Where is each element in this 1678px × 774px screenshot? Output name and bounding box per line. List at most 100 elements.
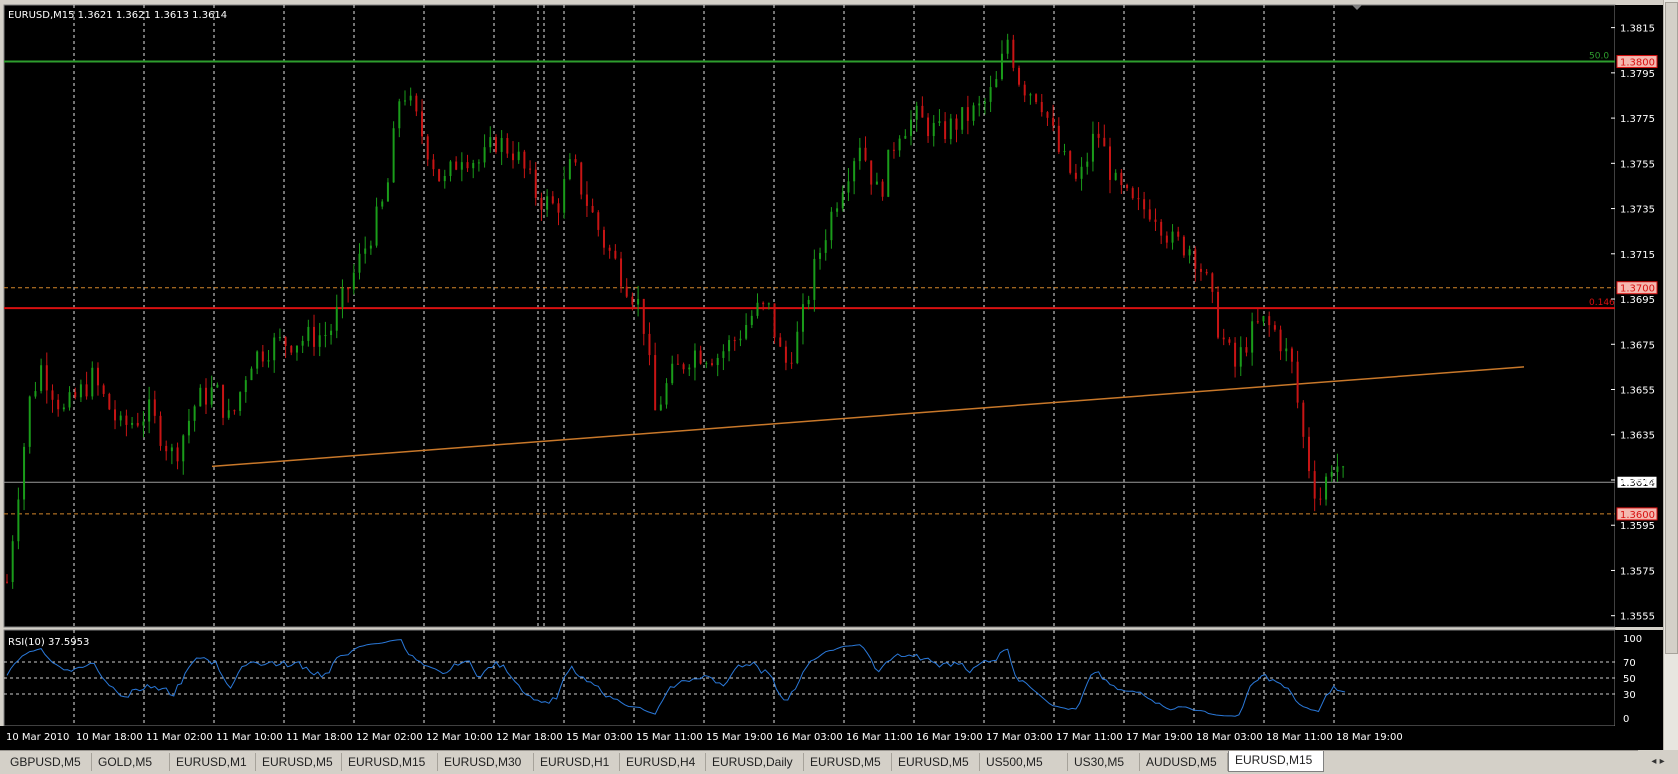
candle-body xyxy=(330,330,333,335)
candle-body xyxy=(398,101,401,129)
tab-eurusd-m30[interactable]: EURUSD,M30 xyxy=(438,753,534,771)
candle-body xyxy=(483,147,486,163)
chart-svg[interactable]: 50.0 0.146 1.3800 1.3700 1.3614 1.3600 10 Mar… xyxy=(0,0,1663,750)
candle-body xyxy=(1160,221,1163,236)
candle-body xyxy=(614,250,617,259)
candle-body xyxy=(1040,101,1043,113)
candle-body xyxy=(267,360,270,362)
candle-body xyxy=(1165,235,1168,243)
tab-eurusd-h1[interactable]: EURUSD,H1 xyxy=(534,753,620,771)
fib-label: 0.146 xyxy=(1589,298,1615,308)
symbol-info: EURUSD,M15 1.3621 1.3621 1.3613 1.3614 xyxy=(8,10,227,21)
candle-body xyxy=(114,409,117,421)
candle-body xyxy=(978,103,981,106)
candle-body xyxy=(1086,161,1089,167)
candle-body xyxy=(1097,133,1100,138)
candle-body xyxy=(1307,436,1310,472)
candle-body xyxy=(119,415,122,421)
candle-body xyxy=(716,357,719,366)
candle-body xyxy=(1188,249,1191,256)
candle-body xyxy=(1279,329,1282,352)
candle-body xyxy=(449,161,452,176)
candle-body xyxy=(870,160,873,185)
candle-body xyxy=(142,421,145,426)
candle-body xyxy=(307,326,310,341)
candle-body xyxy=(1126,184,1129,189)
candle-body xyxy=(301,340,304,346)
candle-body xyxy=(512,153,515,161)
candle-body xyxy=(68,392,71,408)
candle-body xyxy=(1108,146,1111,180)
tab-gold-m5[interactable]: GOLD,M5 xyxy=(92,753,170,771)
candle-body xyxy=(819,252,822,259)
candle-body xyxy=(108,393,111,410)
price-tick-label: 1.3735 xyxy=(1620,205,1655,216)
candle-body xyxy=(1273,325,1276,330)
tab-eurusd-daily[interactable]: EURUSD,Daily xyxy=(706,753,804,771)
tab-eurusd-m15[interactable]: EURUSD,M15 xyxy=(342,753,438,771)
candle-body xyxy=(540,197,543,210)
candle-body xyxy=(642,298,645,334)
candle-body xyxy=(1268,316,1271,326)
time-tick-label: 15 Mar 19:00 xyxy=(706,732,773,743)
candle-body xyxy=(1057,125,1060,152)
candle-body xyxy=(739,338,742,341)
candle-body xyxy=(1035,94,1038,102)
candle-body xyxy=(1256,321,1259,323)
candle-body xyxy=(341,288,344,308)
candle-body xyxy=(551,196,554,204)
candle-body xyxy=(455,161,458,170)
tab-scroll-arrows[interactable]: ◂ ▸ xyxy=(1638,750,1678,773)
candle-body xyxy=(1114,172,1117,180)
chart-tabs-bar: GBPUSD,M5 GOLD,M5 EURUSD,M1 EURUSD,M5 EURUSD… xyxy=(0,750,1640,774)
vertical-scrollbar[interactable] xyxy=(1663,0,1678,750)
time-tick-label: 18 Mar 11:00 xyxy=(1266,732,1333,743)
tab-us500-m5[interactable]: US500,M5 xyxy=(980,753,1068,771)
scrollbar-thumb[interactable] xyxy=(1665,2,1678,654)
time-tick-label: 10 Mar 18:00 xyxy=(76,732,143,743)
candle-body xyxy=(494,137,497,152)
tab-eurusd-m5[interactable]: EURUSD,M5 xyxy=(892,753,980,771)
chart-area[interactable]: 50.0 0.146 1.3800 1.3700 1.3614 1.3600 10 Mar… xyxy=(0,0,1678,750)
rsi-info: RSI(10) 37.5953 xyxy=(8,637,89,648)
main-chart-panel xyxy=(3,4,1616,628)
candle-body xyxy=(57,399,60,410)
candle-body xyxy=(762,302,765,305)
candle-body xyxy=(529,168,532,170)
price-level-label: 1.3700 xyxy=(1620,284,1655,295)
tab-eurusd-m15[interactable]: EURUSD,M15 xyxy=(1228,751,1324,772)
tab-us30-m5[interactable]: US30,M5 xyxy=(1068,753,1140,771)
tab-eurusd-m1[interactable]: EURUSD,M1 xyxy=(170,753,256,771)
candle-body xyxy=(1171,231,1174,243)
time-axis-panel xyxy=(0,726,1663,750)
tab-eurusd-m5[interactable]: EURUSD,M5 xyxy=(804,753,892,771)
shift-marker-icon[interactable] xyxy=(1352,5,1362,10)
candle-body xyxy=(1143,199,1146,210)
fib-label: 50.0 xyxy=(1589,52,1609,62)
candle-body xyxy=(892,149,895,151)
time-tick-label: 11 Mar 02:00 xyxy=(146,732,213,743)
price-tick-label: 1.3755 xyxy=(1620,159,1655,170)
time-tick-label: 16 Mar 19:00 xyxy=(916,732,983,743)
candle-body xyxy=(96,367,99,386)
candle-body xyxy=(34,391,37,397)
price-axis-panel xyxy=(1615,5,1663,627)
candle-body xyxy=(921,105,924,118)
tab-audusd-m5[interactable]: AUDUSD,M5 xyxy=(1140,753,1228,771)
tab-eurusd-m5[interactable]: EURUSD,M5 xyxy=(256,753,342,771)
tab-gbpusd-m5[interactable]: GBPUSD,M5 xyxy=(4,753,92,771)
time-tick-label: 12 Mar 18:00 xyxy=(496,732,563,743)
tab-eurusd-h4[interactable]: EURUSD,H4 xyxy=(620,753,706,771)
candle-body xyxy=(165,445,168,452)
candle-body xyxy=(591,205,594,213)
candle-body xyxy=(239,392,242,411)
candle-body xyxy=(1194,249,1197,269)
candle-body xyxy=(676,363,679,365)
candle-body xyxy=(472,163,475,169)
rsi-tick-label: 30 xyxy=(1623,690,1636,701)
candle-body xyxy=(11,541,14,583)
candle-body xyxy=(602,229,605,248)
candle-body xyxy=(426,136,429,160)
candle-body xyxy=(506,138,509,154)
candle-body xyxy=(949,118,952,140)
